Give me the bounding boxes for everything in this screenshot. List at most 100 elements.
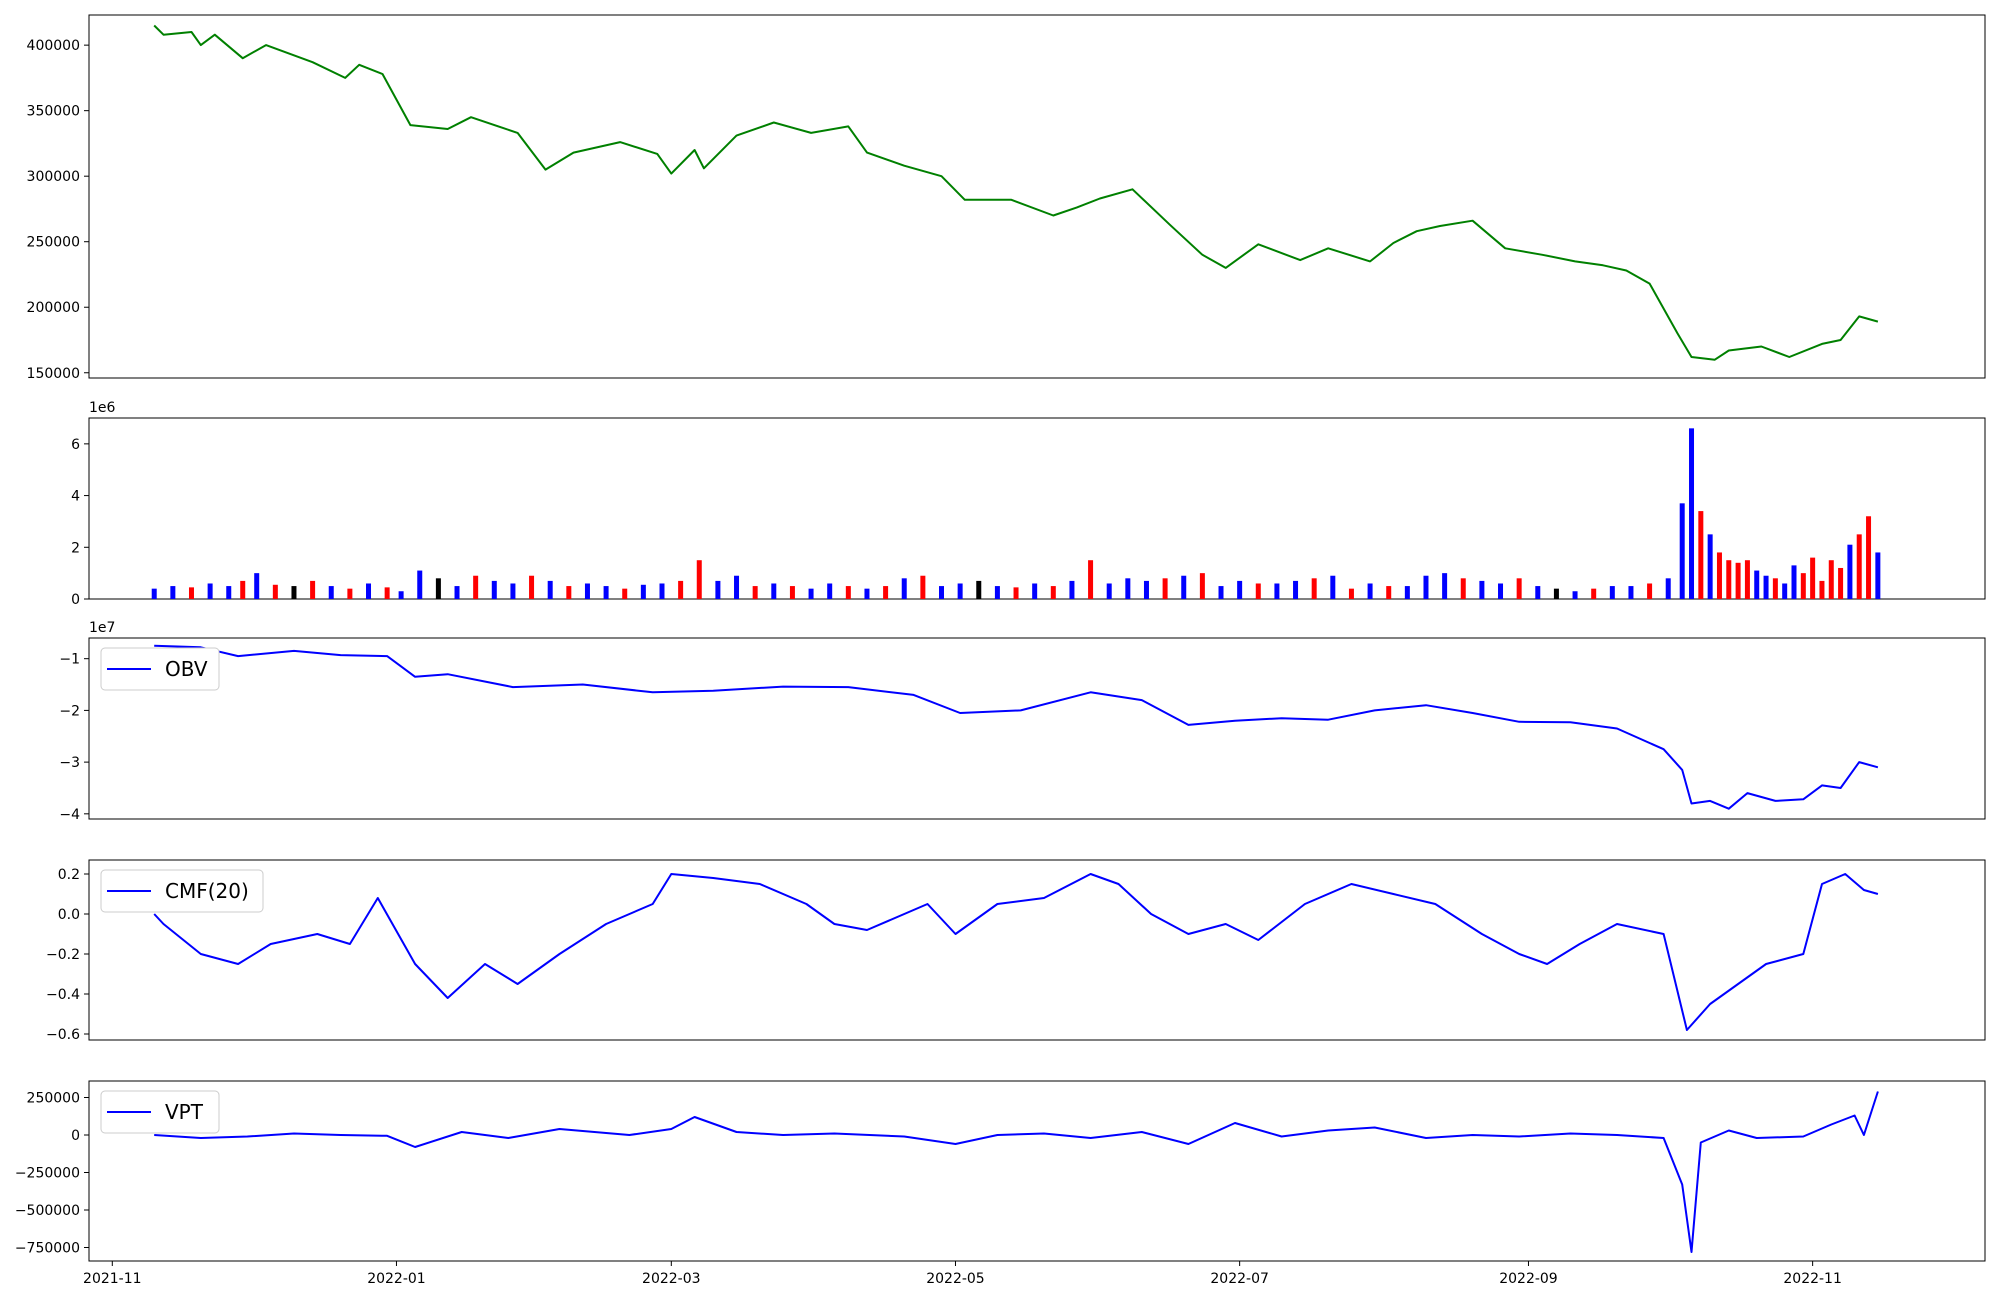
volume-bar [1367, 583, 1373, 599]
volume-bar [1647, 583, 1653, 599]
plot-frame [88, 637, 1986, 820]
volume-bar [976, 580, 982, 599]
volume-bar [1782, 583, 1788, 599]
volume-bar [864, 588, 870, 599]
y-tick-label: −1 [59, 652, 80, 668]
volume-bar [1856, 534, 1862, 599]
volume-bar [1847, 544, 1853, 599]
volume-bar [939, 586, 945, 599]
volume-bar [435, 578, 441, 599]
y-tick-label: 350000 [27, 104, 80, 120]
legend: OBV [100, 647, 220, 691]
y-tick-label: 0 [71, 592, 80, 608]
volume-bar [291, 586, 297, 599]
y-tick-label: 4 [71, 489, 80, 505]
volume-bar [827, 583, 833, 599]
y-tick-label: −0.6 [46, 1027, 80, 1043]
plot-frame [88, 1080, 1986, 1262]
volume-bar [1143, 580, 1149, 599]
vpt-panel: −750000 −500000 −250000 0 250000 VPT 2021-11 20… [15, 1080, 1986, 1287]
volume-bar [584, 583, 590, 599]
volume-bar [1754, 570, 1760, 599]
data-layer [154, 1091, 1879, 1253]
volume-bar [1442, 573, 1448, 599]
data-layer [153, 24, 1879, 361]
volume-bar [240, 580, 246, 599]
x-tick-label: 2022-01 [367, 1271, 426, 1287]
data-layer [154, 644, 1879, 810]
legend-box [100, 1090, 220, 1134]
legend-box [100, 647, 220, 691]
y-tick-label: 150000 [27, 366, 80, 382]
volume-bar [678, 580, 684, 599]
volume-bar [272, 584, 278, 599]
volume-bar [1274, 583, 1280, 599]
y-tick-label: 0 [71, 1128, 80, 1144]
y-tick-label: 300000 [27, 169, 80, 185]
x-tick-label: 2022-11 [1783, 1271, 1842, 1287]
volume-bar [1069, 580, 1075, 599]
volume-bar [752, 586, 758, 599]
volume-bar [771, 583, 777, 599]
volume-bar [1866, 516, 1872, 599]
volume-bar [347, 588, 353, 599]
volume-bar [1423, 575, 1429, 599]
volume-bar [417, 570, 423, 599]
volume-bar [994, 586, 1000, 599]
volume-bar [1838, 567, 1844, 599]
volume-bar [1088, 560, 1094, 599]
volume-bar [883, 586, 889, 599]
volume-bar [622, 588, 628, 599]
y-tick-label: −3 [59, 755, 80, 771]
volume-bar [603, 586, 609, 599]
volume-bar [491, 580, 497, 599]
volume-bar [473, 575, 479, 599]
volume-bar [1791, 565, 1797, 599]
volume-bar [715, 580, 721, 599]
x-tick-label: 2022-09 [1499, 1271, 1558, 1287]
volume-bar [1479, 580, 1485, 599]
volume-bar [1698, 511, 1704, 599]
volume-bar [1535, 586, 1541, 599]
y-tick-label: 0.0 [58, 907, 80, 923]
volume-bar [1032, 583, 1038, 599]
volume-bar [1498, 583, 1504, 599]
volume-bar [1330, 575, 1336, 599]
volume-bar [1199, 573, 1205, 599]
volume-bar [1162, 578, 1168, 599]
volume-bar [789, 586, 795, 599]
volume-bar [845, 586, 851, 599]
legend-label: OBV [165, 657, 208, 681]
volume-bar [366, 583, 372, 599]
volume-bar [529, 575, 535, 599]
data-layer [151, 428, 1881, 599]
volume-bar [1237, 580, 1243, 599]
volume-bar [547, 580, 553, 599]
volume-bar [226, 586, 232, 599]
volume-bar [1293, 580, 1299, 599]
volume-panel: 0 2 4 6 1e6 [71, 400, 1986, 608]
volume-bar [1875, 552, 1881, 599]
volume-bar [1013, 587, 1019, 599]
volume-bar [1628, 586, 1634, 599]
volume-bar [170, 586, 176, 599]
volume-bar [1819, 580, 1825, 599]
volume-bar [1553, 588, 1559, 599]
price-line [153, 24, 1879, 361]
x-tick-label: 2022-03 [642, 1271, 701, 1287]
volume-bar [566, 586, 572, 599]
price-panel: 150000 200000 250000 300000 350000 400000 [27, 14, 1986, 382]
volume-bar [1125, 578, 1131, 599]
y-tick-label: −250000 [15, 1166, 80, 1182]
legend: CMF(20) [100, 869, 264, 913]
volume-bar [328, 586, 334, 599]
volume-bar [1218, 586, 1224, 599]
volume-bar [510, 583, 516, 599]
volume-bar [207, 583, 213, 599]
y-tick-label: 0.2 [58, 867, 80, 883]
legend-label: CMF(20) [165, 879, 249, 903]
volume-bar [1572, 591, 1578, 599]
y-tick-label: −750000 [15, 1241, 80, 1257]
x-tick-label: 2021-11 [83, 1271, 142, 1287]
volume-bar [1735, 562, 1741, 599]
